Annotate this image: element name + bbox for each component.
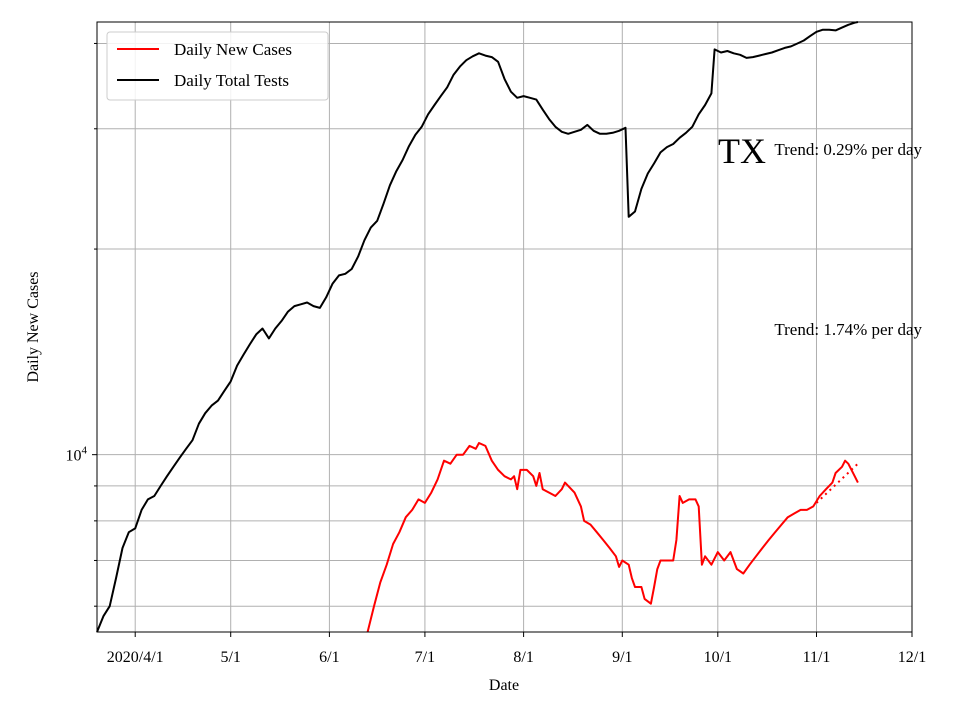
x-tick-label: 10/1 [704,649,732,666]
legend-box [106,31,329,101]
y-axis-label: Daily New Cases [25,271,42,382]
series-line-daily-total-tests [96,21,859,633]
y-tick-label: 104 [66,445,88,465]
trend-cases-annotation: Trend: 1.74% per day [774,320,922,339]
series-line-daily-new-cases [366,442,859,633]
x-axis: 2020/4/1 5/1 6/1 7/1 8/1 9/1 10/1 11/1 12/1 [107,632,926,666]
legend-label-tests: Daily Total Tests [174,71,289,90]
series-layer [96,21,859,633]
trend-tests-annotation: Trend: 0.29% per day [774,140,922,159]
x-tick-label: 8/1 [513,649,533,666]
x-tick-label: 2020/4/1 [107,649,164,666]
state-annotation: TX [718,131,766,171]
plot-frame [96,21,913,633]
x-tick-label: 7/1 [415,649,435,666]
x-tick-label: 12/1 [898,649,926,666]
x-tick-label: 11/1 [803,649,831,666]
x-tick-label: 6/1 [319,649,339,666]
legend: Daily New Cases Daily Total Tests [106,31,329,101]
y-axis: 104 [66,42,97,607]
x-axis-label: Date [489,677,519,694]
legend-label-cases: Daily New Cases [174,40,292,59]
x-tick-label: 5/1 [220,649,240,666]
x-tick-label: 9/1 [612,649,632,666]
